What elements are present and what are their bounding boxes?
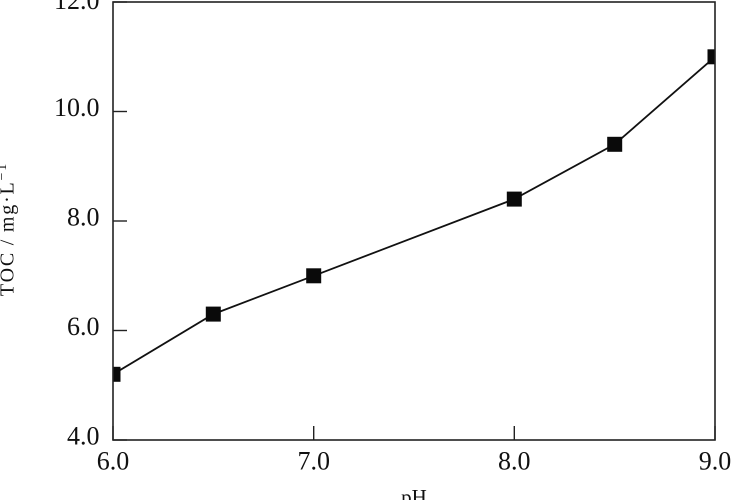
svg-text:8.0: 8.0 xyxy=(498,447,531,476)
svg-text:12.0: 12.0 xyxy=(54,0,100,15)
svg-text:8.0: 8.0 xyxy=(67,203,100,232)
svg-text:6.0: 6.0 xyxy=(97,447,130,476)
svg-text:9.0: 9.0 xyxy=(699,447,732,476)
svg-text:7.0: 7.0 xyxy=(297,447,330,476)
svg-text:4.0: 4.0 xyxy=(67,422,100,451)
svg-text:6.0: 6.0 xyxy=(67,312,100,341)
svg-text:10.0: 10.0 xyxy=(54,93,100,122)
